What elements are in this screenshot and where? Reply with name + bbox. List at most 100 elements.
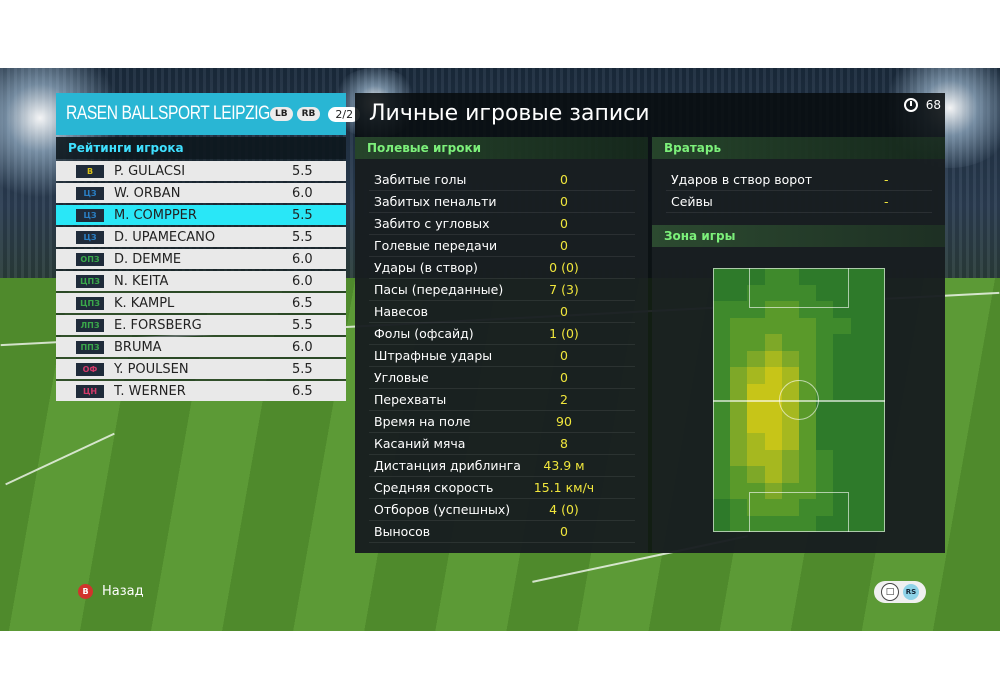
heatmap-cell	[764, 466, 783, 483]
stat-label: Голевые передачи	[374, 238, 498, 253]
stat-value: 4 (0)	[549, 502, 579, 517]
heatmap-cell	[816, 301, 835, 318]
heatmap-cell	[850, 515, 869, 532]
page-title: Личные игровые записи	[369, 101, 650, 126]
player-rating: 6.0	[292, 185, 313, 201]
stat-label: Перехваты	[374, 392, 447, 407]
chat-icon[interactable]: □	[881, 583, 899, 601]
heatmap-cell	[730, 350, 749, 368]
player-rating: 6.5	[292, 295, 313, 311]
heatmap-cell	[799, 301, 817, 318]
heatmap-cell	[816, 449, 835, 467]
heatmap-cell	[816, 416, 835, 434]
player-row[interactable]: ЦЗ D. UPAMECANO 5.5	[56, 227, 346, 247]
controller-hints: □ RS	[874, 581, 926, 603]
heatmap-cell	[747, 383, 766, 401]
player-row[interactable]: ЛПЗ E. FORSBERG 5.5	[56, 315, 346, 335]
position-badge: ЦПЗ	[76, 274, 104, 288]
player-rating: 6.5	[292, 383, 313, 399]
player-rating: 5.5	[292, 163, 313, 179]
heatmap-cell	[867, 350, 885, 368]
heatmap-cell	[747, 284, 766, 302]
heatmap-cell	[764, 433, 783, 450]
heatmap-cell	[816, 367, 835, 384]
heatmap-cell	[833, 367, 852, 384]
player-rating: 6.0	[292, 339, 313, 355]
stat-label: Удары (в створ)	[374, 260, 478, 275]
heatmap-cell	[833, 334, 852, 351]
heatmap-cell	[713, 268, 731, 285]
heatmap-cell	[867, 367, 885, 384]
heatmap-cell	[730, 400, 749, 417]
player-row[interactable]: ППЗ BRUMA 6.0	[56, 337, 346, 357]
heatmap-cell	[850, 416, 869, 434]
heatmap-cell	[867, 433, 885, 450]
player-name: K. KAMPL	[114, 295, 175, 311]
stat-label: Время на поле	[374, 414, 471, 429]
back-control[interactable]: B Назад	[78, 584, 144, 599]
player-name: Y. POULSEN	[114, 361, 189, 377]
team-name: RASEN BALLSPORT LEIPZIG	[66, 103, 270, 124]
heatmap-cell	[713, 433, 731, 450]
b-button-icon[interactable]: B	[78, 584, 93, 599]
heatmap-cell	[747, 367, 766, 384]
player-row[interactable]: ОПЗ D. DEMME 6.0	[56, 249, 346, 269]
heatmap-cell	[764, 449, 783, 467]
heatmap-cell	[799, 416, 817, 434]
team-header: RASEN BALLSPORT LEIPZIG LB RB 2/2	[56, 93, 361, 135]
goalkeeper-header: Вратарь	[652, 137, 945, 159]
stat-row: Угловые 0	[369, 367, 635, 389]
heatmap-cell	[764, 350, 783, 368]
stat-row: Выносов 0	[369, 521, 635, 543]
stat-row: Время на поле 90	[369, 411, 635, 433]
heatmap-cell	[816, 515, 835, 532]
heatmap-cell	[867, 400, 885, 417]
rs-button-icon[interactable]: RS	[903, 584, 919, 600]
stat-label: Выносов	[374, 524, 431, 539]
heatmap-cell	[713, 301, 731, 318]
stat-value: 0	[560, 348, 568, 363]
stat-row: Удары (в створ) 0 (0)	[369, 257, 635, 279]
heatmap-cell	[713, 284, 731, 302]
player-rating: 5.5	[292, 317, 313, 333]
heatmap-cell	[730, 383, 749, 401]
heatmap-cell	[747, 466, 766, 483]
heatmap-cell	[850, 284, 869, 302]
heatmap-cell	[713, 466, 731, 483]
heatmap-cell	[850, 499, 869, 516]
rb-button-icon[interactable]: RB	[296, 107, 321, 121]
player-row[interactable]: В P. GULÁCSI 5.5	[56, 161, 346, 181]
heatmap-cell	[833, 350, 852, 368]
player-rating: 5.5	[292, 207, 313, 223]
heatmap-cell	[867, 317, 885, 335]
heatmap-cell	[850, 482, 869, 500]
page-indicator: 2/2	[328, 106, 361, 122]
stat-value: 0	[560, 216, 568, 231]
heatmap-cell	[730, 499, 749, 516]
heatmap-cell	[799, 515, 817, 532]
heatmap-cell	[867, 284, 885, 302]
player-row[interactable]: ЦПЗ N. KEÏTA 6.0	[56, 271, 346, 291]
heatmap-cell	[867, 449, 885, 467]
lb-button-icon[interactable]: LB	[270, 107, 293, 121]
heatmap-cell	[867, 301, 885, 318]
player-row[interactable]: ЦЗ W. ORBAN 6.0	[56, 183, 346, 203]
player-row[interactable]: ЦЗ M. COMPPER 5.5	[56, 205, 346, 225]
stat-row: Голевые передачи 0	[369, 235, 635, 257]
gk-stat-value: -	[884, 194, 889, 209]
position-badge: ОФ	[76, 362, 104, 376]
player-row[interactable]: ОФ Y. POULSEN 5.5	[56, 359, 346, 379]
player-name: N. KEÏTA	[114, 273, 169, 289]
player-row[interactable]: ЦПЗ K. KAMPL 6.5	[56, 293, 346, 313]
heatmap-cell	[713, 350, 731, 368]
stat-label: Пасы (переданные)	[374, 282, 504, 297]
heatmap-cell	[781, 499, 800, 516]
heatmap-cell	[764, 499, 783, 516]
player-row[interactable]: ЦН T. WERNER 6.5	[56, 381, 346, 401]
stat-value: 2	[560, 392, 568, 407]
player-name: BRUMA	[114, 339, 162, 355]
player-name: M. COMPPER	[114, 207, 197, 223]
heatmap-cell	[833, 317, 852, 335]
heatmap-cell	[764, 284, 783, 302]
gk-stat-row: Сейвы -	[666, 191, 932, 213]
